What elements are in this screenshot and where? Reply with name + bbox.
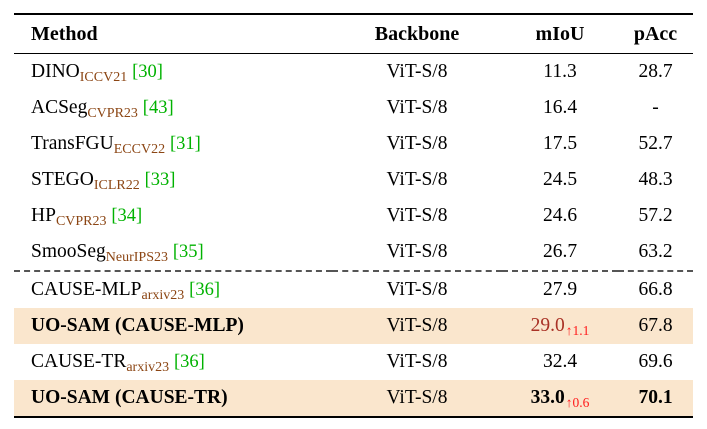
miou-gain-subscript: ↑1.1 — [565, 323, 590, 338]
miou-cell: 27.9 — [502, 270, 618, 308]
table-row: SmooSegNeurIPS23 [35] ViT-S/8 26.7 63.2 — [14, 234, 693, 271]
venue-subscript: ICCV21 — [79, 70, 128, 85]
miou-cell: 16.4 — [502, 90, 618, 126]
pacc-cell: 57.2 — [638, 205, 673, 226]
venue-subscript: CVPR23 — [87, 106, 138, 121]
venue-subscript: CVPR23 — [55, 214, 107, 229]
backbone-cell: ViT-S/8 — [386, 169, 448, 190]
pacc-cell: 63.2 — [638, 241, 673, 262]
backbone-cell: ViT-S/8 — [386, 61, 448, 82]
table-row: CAUSE-TRarxiv23 [36] ViT-S/8 32.4 69.6 — [14, 344, 693, 380]
pacc-cell: 70.1 — [638, 387, 673, 408]
header-pacc: pAcc — [618, 14, 693, 54]
method-cell: SmooSegNeurIPS23 [35] — [14, 234, 332, 271]
citation-ref: [33] — [144, 170, 176, 190]
miou-value: 27.9 — [542, 279, 578, 300]
citation-ref: [30] — [132, 62, 163, 82]
method-cell: UO-SAM (CAUSE-TR) — [14, 380, 332, 417]
miou-cell: 24.5 — [502, 162, 618, 198]
pacc-cell: 48.3 — [638, 169, 673, 190]
method-name: TransFGU — [31, 133, 114, 154]
citation-ref: [36] — [189, 280, 220, 300]
method-cell: TransFGUECCV22 [31] — [14, 126, 332, 162]
venue-subscript: ICLR22 — [93, 178, 140, 193]
method-cell: ACSegCVPR23 [43] — [14, 90, 332, 126]
miou-value: 24.6 — [542, 205, 578, 226]
backbone-cell: ViT-S/8 — [332, 270, 502, 308]
table-row: UO-SAM (CAUSE-MLP) ViT-S/8 29.0↑1.1 67.8 — [14, 308, 693, 344]
table-row: TransFGUECCV22 [31] ViT-S/8 17.5 52.7 — [14, 126, 693, 162]
header-miou: mIoU — [502, 14, 618, 54]
table-row: STEGOICLR22 [33] ViT-S/8 24.5 48.3 — [14, 162, 693, 198]
method-name: HP — [31, 205, 56, 226]
miou-cell: 17.5 — [502, 126, 618, 162]
venue-subscript: ECCV22 — [113, 142, 166, 157]
method-name: CAUSE-MLP — [31, 279, 142, 300]
venue-subscript: NeurIPS23 — [105, 250, 168, 265]
method-cell: UO-SAM (CAUSE-MLP) — [14, 308, 332, 344]
pacc-cell: 66.8 — [618, 270, 693, 308]
header-method: Method — [14, 14, 332, 54]
miou-value: 17.5 — [542, 133, 578, 154]
header-backbone: Backbone — [332, 14, 502, 54]
backbone-cell: ViT-S/8 — [386, 205, 448, 226]
backbone-cell: ViT-S/8 — [386, 241, 448, 262]
table-body: DINOICCV21 [30] ViT-S/8 11.3 28.7 ACSegCVPR2… — [14, 54, 693, 417]
method-name: ACSeg — [31, 97, 88, 118]
miou-value: 11.3 — [543, 61, 577, 82]
method-cell: STEGOICLR22 [33] — [14, 162, 332, 198]
backbone-cell: ViT-S/8 — [386, 351, 448, 372]
method-name: STEGO — [31, 169, 94, 190]
results-table: Method Backbone mIoU pAcc DINOICCV21 [30… — [14, 13, 693, 418]
backbone-cell: ViT-S/8 — [386, 315, 448, 336]
miou-value: 33.0 — [530, 387, 565, 408]
pacc-cell: 69.6 — [638, 351, 673, 372]
method-cell: CAUSE-MLParxiv23 [36] — [14, 270, 332, 308]
miou-value: 24.5 — [542, 169, 578, 190]
backbone-cell: ViT-S/8 — [386, 133, 448, 154]
table-row: ACSegCVPR23 [43] ViT-S/8 16.4 - — [14, 90, 693, 126]
backbone-cell: ViT-S/8 — [386, 387, 448, 408]
miou-value: 16.4 — [542, 97, 578, 118]
miou-gain-subscript: ↑0.6 — [565, 395, 590, 410]
citation-ref: [43] — [142, 98, 174, 118]
table-header-row: Method Backbone mIoU pAcc — [14, 14, 693, 54]
miou-value: 26.7 — [542, 241, 578, 262]
table-row: HPCVPR23 [34] ViT-S/8 24.6 57.2 — [14, 198, 693, 234]
method-cell: CAUSE-TRarxiv23 [36] — [14, 344, 332, 380]
venue-subscript: arxiv23 — [141, 288, 185, 303]
citation-ref: [35] — [172, 242, 204, 262]
method-cell: HPCVPR23 [34] — [14, 198, 332, 234]
venue-subscript: arxiv23 — [126, 360, 170, 375]
method-name: SmooSeg — [31, 241, 106, 262]
table-row: CAUSE-MLParxiv23 [36] ViT-S/8 27.9 66.8 — [14, 270, 693, 308]
miou-cell: 26.7 — [502, 234, 618, 271]
method-name: UO-SAM (CAUSE-MLP) — [31, 315, 244, 336]
method-name: UO-SAM (CAUSE-TR) — [31, 387, 228, 408]
miou-cell: 11.3 — [502, 54, 618, 91]
miou-cell: 24.6 — [502, 198, 618, 234]
citation-ref: [36] — [173, 352, 205, 372]
method-cell: DINOICCV21 [30] — [14, 54, 332, 91]
pacc-cell: - — [652, 97, 659, 118]
miou-cell: 29.0↑1.1 — [502, 308, 618, 344]
pacc-cell: 67.8 — [638, 315, 673, 336]
pacc-cell: 52.7 — [638, 133, 673, 154]
citation-ref: [34] — [111, 206, 143, 226]
method-name: DINO — [31, 61, 80, 82]
miou-value: 32.4 — [542, 351, 578, 372]
miou-value: 29.0 — [530, 315, 565, 336]
citation-ref: [31] — [169, 134, 201, 154]
method-name: CAUSE-TR — [31, 351, 127, 372]
miou-cell: 33.0↑0.6 — [502, 380, 618, 417]
table-row: DINOICCV21 [30] ViT-S/8 11.3 28.7 — [14, 54, 693, 91]
backbone-cell: ViT-S/8 — [386, 97, 448, 118]
pacc-cell: 28.7 — [638, 61, 673, 82]
table-row: UO-SAM (CAUSE-TR) ViT-S/8 33.0↑0.6 70.1 — [14, 380, 693, 417]
miou-cell: 32.4 — [502, 344, 618, 380]
